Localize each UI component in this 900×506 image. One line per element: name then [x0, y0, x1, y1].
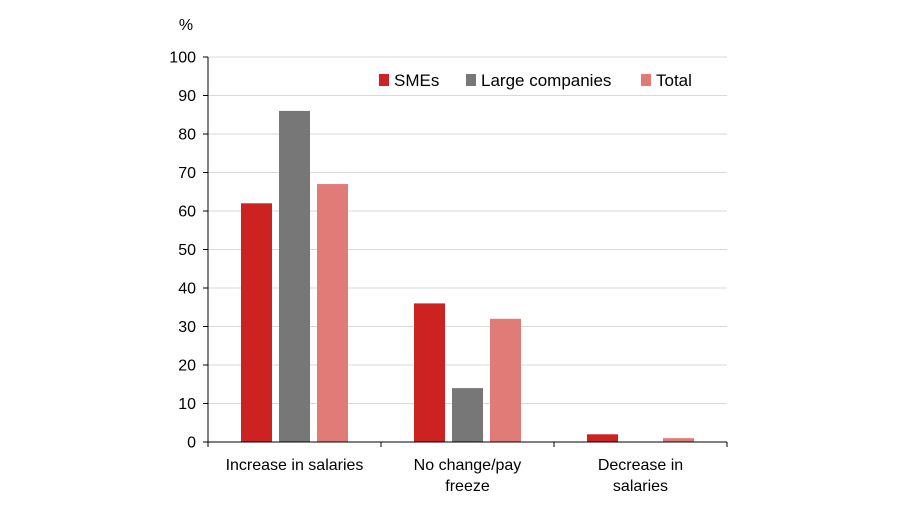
bar-smes [587, 434, 618, 442]
bar-large-companies [452, 388, 483, 442]
bar-total [490, 318, 521, 442]
legend-label: Total [656, 71, 692, 90]
y-tick-label: 20 [178, 358, 196, 375]
y-tick-label: 60 [178, 204, 196, 221]
bars [241, 110, 694, 443]
x-category-label: Increase in salaries [226, 457, 364, 474]
legend-label: Large companies [481, 71, 611, 90]
x-category-label: salaries [613, 478, 668, 495]
x-category-labels: Increase in salaries No change/pay freeze D… [207, 442, 728, 495]
y-tick-label: 100 [169, 50, 196, 67]
legend-swatch-large-companies [466, 74, 476, 86]
x-category-label: No change/pay [414, 457, 522, 474]
y-tick-label: 80 [178, 127, 196, 144]
x-category-label: freeze [445, 478, 490, 495]
y-tick-label: 50 [178, 242, 196, 259]
y-tick-label: 10 [178, 396, 196, 413]
y-tick-label: 40 [178, 281, 196, 298]
bar-total [663, 438, 694, 442]
y-tick-label: 70 [178, 165, 196, 182]
bar-smes [241, 203, 272, 442]
legend-swatch-total [641, 74, 651, 86]
bar-smes [414, 303, 445, 442]
y-tick-label: 0 [187, 435, 196, 452]
y-tick-label: 30 [178, 319, 196, 336]
bar-total [317, 184, 348, 443]
y-tick-labels: 0 10 20 30 40 50 60 70 80 90 100 [169, 50, 208, 452]
bar-large-companies [279, 110, 310, 443]
x-category-label: Decrease in [598, 457, 683, 474]
y-unit-label: % [179, 17, 193, 34]
legend: SMEs Large companies Total [379, 71, 692, 90]
y-tick-label: 90 [178, 88, 196, 105]
legend-swatch-smes [379, 74, 389, 86]
legend-label: SMEs [394, 71, 439, 90]
